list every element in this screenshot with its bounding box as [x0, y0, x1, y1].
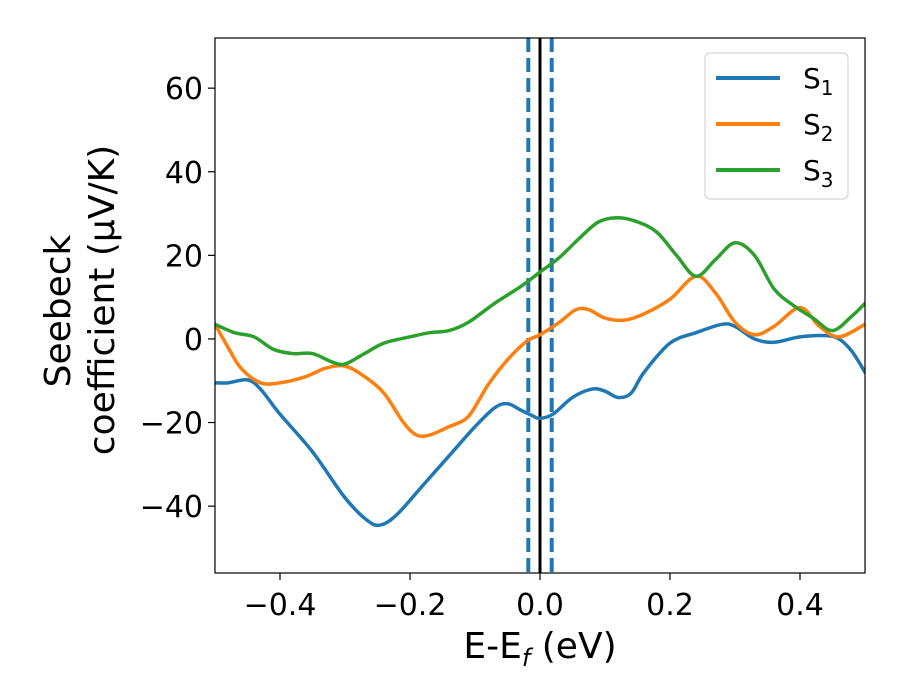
x-tick-label: −0.4 [244, 588, 317, 623]
legend-label-main: S [803, 154, 821, 187]
x-axis-label-unit: (eV) [530, 626, 616, 667]
x-tick-labels: −0.4 −0.2 0.0 0.2 0.4 [244, 588, 824, 623]
legend-label-sub: 3 [821, 168, 834, 192]
plot-area [214, 37, 866, 574]
x-axis-label-main: E-E [463, 626, 521, 667]
x-tick-label: 0.0 [516, 588, 564, 623]
legend-label-sub: 2 [821, 122, 834, 146]
y-axis-label-line1: Seebeck [38, 234, 79, 387]
x-tick-label: 0.2 [646, 588, 694, 623]
x-tick-label: 0.4 [776, 588, 824, 623]
legend-label-sub: 1 [821, 76, 834, 100]
legend-label-s2: S2 [803, 108, 834, 146]
axis-ticks [208, 87, 801, 580]
series-line-s2 [215, 274, 865, 439]
legend-label-main: S [803, 108, 821, 141]
series-lines [215, 215, 865, 528]
y-axis-label-line2: coefficient (μV/K) [82, 145, 123, 455]
series-line-s3 [215, 215, 865, 367]
x-axis-label: E-Ef (eV) [463, 626, 616, 672]
series-line-s1 [215, 322, 865, 528]
y-tick-label: −40 [140, 490, 203, 525]
reference-lines [526, 38, 554, 573]
y-tick-label: −20 [140, 407, 203, 442]
y-tick-label: 20 [165, 239, 203, 274]
legend-label-s3: S3 [803, 154, 834, 192]
y-tick-label: 0 [184, 323, 203, 358]
legend-label-s1: S1 [803, 62, 834, 100]
x-tick-label: −0.2 [374, 588, 447, 623]
y-tick-labels: −40 −20 0 20 40 60 [140, 72, 203, 525]
y-tick-label: 40 [165, 156, 203, 191]
y-tick-label: 60 [165, 72, 203, 107]
legend-label-main: S [803, 62, 821, 95]
